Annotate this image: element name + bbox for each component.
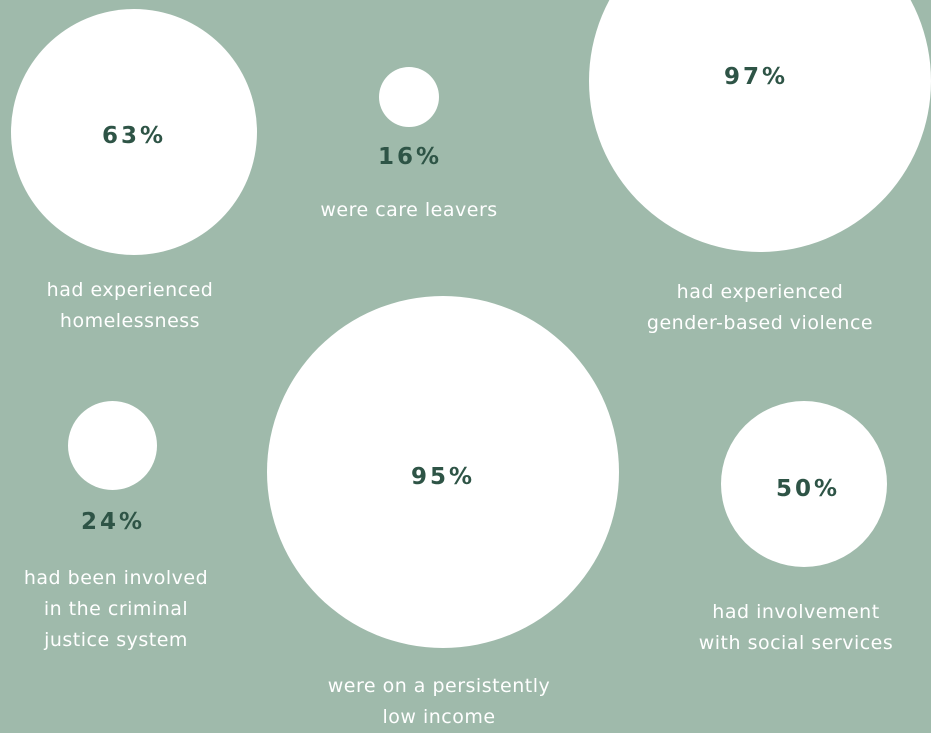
stat-value-homelessness: 63% [101, 123, 167, 149]
stat-value-criminal-justice: 24% [80, 509, 146, 535]
stat-label-criminal-justice: had been involved in the criminal justic… [24, 563, 208, 656]
stat-circle-homelessness [11, 9, 257, 255]
label-line: justice system [44, 629, 188, 651]
label-line: were on a persistently [327, 675, 551, 697]
label-line: with social services [698, 632, 894, 654]
label-line: had experienced [676, 281, 844, 303]
stat-circle-social-services [721, 401, 887, 567]
label-line: in the criminal [43, 598, 189, 620]
stat-label-social-services: had involvement with social services [699, 597, 894, 659]
stat-circle-criminal-justice [68, 401, 157, 490]
label-line: low income [382, 706, 496, 728]
label-line: homelessness [59, 310, 201, 332]
label-line: were care leavers [320, 199, 498, 221]
stat-value-low-income: 95% [410, 464, 476, 490]
stat-label-homelessness: had experienced homelessness [47, 275, 214, 337]
stat-circle-low-income [267, 296, 619, 648]
stat-label-low-income: were on a persistently low income [328, 671, 551, 733]
stat-circle-gender-based-violence [589, 0, 931, 252]
label-line: had been involved [23, 567, 209, 589]
stat-circle-care-leavers [379, 67, 439, 127]
label-line: had experienced [46, 279, 214, 301]
label-line: had involvement [712, 601, 880, 623]
stat-value-care-leavers: 16% [377, 144, 443, 170]
stat-value-gender-based-violence: 97% [723, 64, 789, 90]
stat-label-care-leavers: were care leavers [320, 195, 497, 226]
stat-value-social-services: 50% [775, 476, 841, 502]
stat-label-gender-based-violence: had experienced gender-based violence [647, 277, 873, 339]
label-line: gender-based violence [646, 312, 874, 334]
